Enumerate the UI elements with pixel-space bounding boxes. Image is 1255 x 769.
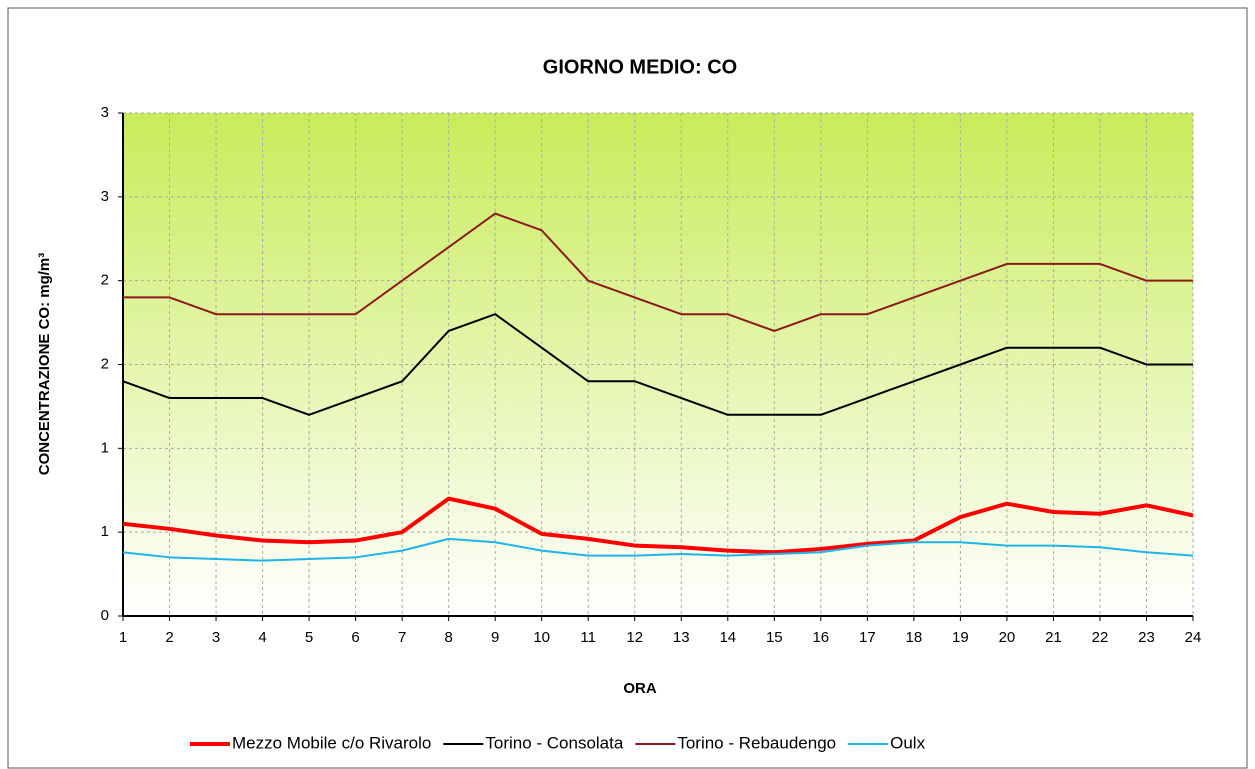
chart-title: GIORNO MEDIO: CO <box>543 56 737 78</box>
x-tick-label: 1 <box>119 629 127 646</box>
x-tick-label: 14 <box>719 629 736 646</box>
x-tick-label: 2 <box>165 629 173 646</box>
x-tick-label: 17 <box>859 629 876 646</box>
y-tick-label: 2 <box>101 355 109 372</box>
x-tick-label: 24 <box>1185 629 1202 646</box>
legend-label: Torino - Rebaudengo <box>677 733 836 752</box>
y-tick-label: 1 <box>101 523 109 540</box>
y-tick-label: 1 <box>101 439 109 456</box>
x-tick-label: 15 <box>766 629 783 646</box>
y-tick-label: 2 <box>101 272 109 289</box>
x-axis-label: ORA <box>623 680 657 697</box>
x-tick-label: 13 <box>673 629 690 646</box>
x-tick-label: 16 <box>812 629 829 646</box>
x-tick-label: 9 <box>491 629 499 646</box>
legend-label: Mezzo Mobile c/o Rivarolo <box>232 733 431 752</box>
y-axis-label: CONCENTRAZIONE CO: mg/m³ <box>36 253 53 476</box>
legend-label: Torino - Consolata <box>485 733 624 752</box>
x-tick-label: 19 <box>952 629 969 646</box>
x-tick-label: 8 <box>444 629 452 646</box>
y-tick-label: 0 <box>101 607 109 624</box>
x-tick-label: 3 <box>212 629 220 646</box>
x-tick-label: 6 <box>351 629 359 646</box>
x-tick-label: 21 <box>1045 629 1062 646</box>
x-tick-label: 5 <box>305 629 313 646</box>
x-tick-label: 7 <box>398 629 406 646</box>
x-tick-label: 10 <box>533 629 550 646</box>
series-line <box>123 212 1193 332</box>
x-tick-label: 4 <box>258 629 266 646</box>
series-line <box>122 313 1193 416</box>
y-tick-label: 3 <box>101 188 109 205</box>
x-tick-label: 20 <box>999 629 1016 646</box>
y-tick-label: 3 <box>101 104 109 121</box>
x-tick-label: 11 <box>580 629 596 646</box>
x-tick-label: 12 <box>626 629 643 646</box>
x-tick-label: 18 <box>906 629 923 646</box>
legend-label: Oulx <box>890 733 925 752</box>
series-line <box>122 537 1194 562</box>
x-tick-label: 23 <box>1138 629 1155 646</box>
x-tick-label: 22 <box>1092 629 1109 646</box>
series-line <box>122 496 1194 555</box>
